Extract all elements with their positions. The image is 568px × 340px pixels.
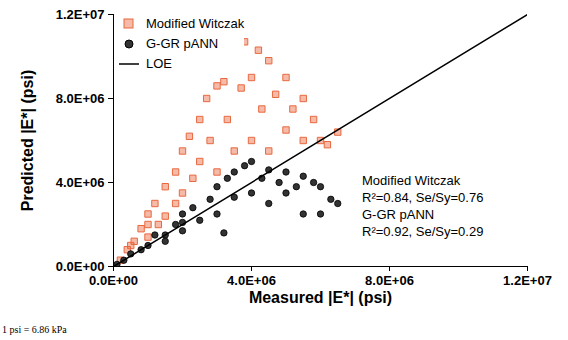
html-text:G-GR pANN: G-GR pANN <box>146 36 219 51</box>
html-text:G-GR pANN: G-GR pANN <box>362 207 435 222</box>
svg-text:Measured |E*| (psi): Measured |E*| (psi) <box>249 289 392 306</box>
svg-text:4.0E+06: 4.0E+06 <box>227 273 276 288</box>
html-text:R²=0.84, Se/Sy=0.76: R²=0.84, Se/Sy=0.76 <box>362 190 484 205</box>
html-text:Modified Witczak: Modified Witczak <box>146 16 245 31</box>
html-text:1 psi = 6.86 kPa: 1 psi = 6.86 kPa <box>2 324 67 335</box>
svg-text:1.2E+07: 1.2E+07 <box>503 273 552 288</box>
svg-text:8.0E+06: 8.0E+06 <box>365 273 414 288</box>
svg-text:0.0E+00: 0.0E+00 <box>56 259 105 274</box>
svg-text:0.0E+00: 0.0E+00 <box>89 273 138 288</box>
svg-text:8.0E+06: 8.0E+06 <box>56 91 105 106</box>
svg-text:4.0E+06: 4.0E+06 <box>56 175 105 190</box>
html-text:LOE: LOE <box>146 56 172 71</box>
svg-text:1.2E+07: 1.2E+07 <box>56 7 105 22</box>
html-text:Modified Witczak: Modified Witczak <box>362 173 461 188</box>
html-text:R²=0.92, Se/Sy=0.29: R²=0.92, Se/Sy=0.29 <box>362 224 484 239</box>
svg-text:Predicted |E*| (psi): Predicted |E*| (psi) <box>19 70 36 211</box>
